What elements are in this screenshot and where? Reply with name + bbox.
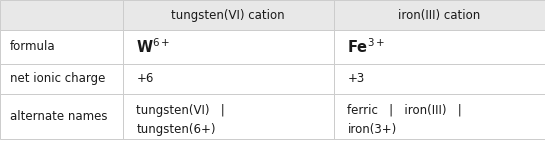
Bar [123, 94, 334, 139]
Text: net ionic charge: net ionic charge [10, 72, 105, 85]
Text: iron(III) cation: iron(III) cation [398, 8, 481, 22]
Bar [123, 64, 334, 94]
Bar [334, 0, 545, 30]
Bar [334, 94, 545, 139]
Text: +3: +3 [348, 72, 365, 85]
Text: Fe$^{3+}$: Fe$^{3+}$ [348, 38, 385, 56]
Text: formula: formula [10, 41, 56, 53]
Bar [0, 94, 123, 139]
Bar [0, 64, 123, 94]
Text: ferric   |   iron(III)   |
iron(3+): ferric | iron(III) | iron(3+) [348, 104, 462, 136]
Text: tungsten(VI) cation: tungsten(VI) cation [172, 8, 285, 22]
Bar [123, 0, 334, 30]
Bar [334, 64, 545, 94]
Bar [0, 0, 123, 30]
Text: W$^{6+}$: W$^{6+}$ [136, 38, 171, 56]
Text: tungsten(VI)   |
tungsten(6+): tungsten(VI) | tungsten(6+) [136, 104, 225, 136]
Bar [0, 30, 123, 64]
Bar [123, 30, 334, 64]
Text: alternate names: alternate names [10, 110, 107, 123]
Bar [334, 30, 545, 64]
Text: +6: +6 [136, 72, 154, 85]
